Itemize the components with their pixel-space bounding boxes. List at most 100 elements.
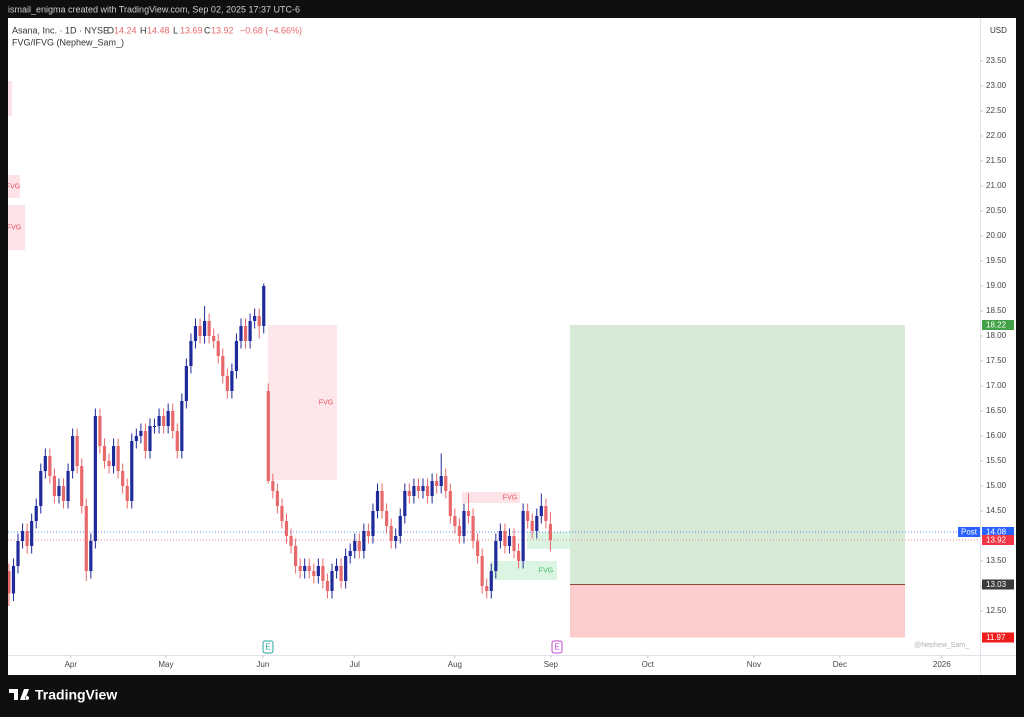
candle-body: [93, 416, 97, 541]
candle-body: [48, 456, 52, 476]
y-tick-label: 17.00: [986, 381, 1007, 390]
candle-body: [298, 566, 302, 571]
candle-body: [271, 481, 275, 491]
y-tick-label: 17.50: [986, 356, 1007, 365]
candle-body: [52, 476, 57, 496]
candle-body: [189, 341, 193, 366]
candle-body: [544, 506, 548, 521]
candle-body: [61, 486, 66, 501]
candle-body: [25, 531, 29, 546]
y-tick-label: 20.00: [986, 231, 1007, 240]
candle-body: [480, 556, 484, 586]
candle-body: [266, 391, 270, 481]
candle-body: [312, 571, 316, 576]
candle-body: [89, 541, 93, 571]
candle-body: [80, 466, 84, 506]
candle-body: [71, 436, 75, 471]
fvg-label: FVG: [503, 494, 517, 501]
earnings-label: E: [554, 643, 559, 652]
x-tick-label: May: [158, 660, 173, 669]
candle-body: [530, 521, 534, 531]
x-tick-label: 2026: [933, 660, 951, 669]
last-price-tag-label: 13.92: [986, 536, 1007, 545]
candle-body: [175, 431, 179, 451]
candle-body: [243, 326, 248, 341]
candle-body: [489, 571, 493, 591]
axes: 12.5013.0013.5014.0014.5015.0015.5016.00…: [65, 56, 1014, 669]
post-badge-label: Post: [961, 528, 978, 537]
entry-tag: [982, 579, 1014, 590]
candle-body: [539, 506, 543, 516]
y-tick-label: 14.50: [986, 506, 1007, 515]
candle-body: [398, 516, 402, 536]
candle-body: [466, 511, 471, 516]
candle-body: [234, 341, 239, 371]
currency: USD: [990, 26, 1007, 35]
candle-body: [275, 491, 279, 506]
candle-body: [125, 486, 129, 501]
post-tag: [982, 527, 1014, 537]
candle-body: [30, 521, 34, 546]
candle-body: [284, 521, 289, 536]
candle-body: [171, 411, 175, 431]
candle-body: [289, 536, 293, 546]
fvg-label: FVG: [7, 224, 21, 231]
candle-body: [307, 566, 311, 571]
x-tick-label: Apr: [65, 660, 78, 669]
loss-zone: [570, 584, 905, 638]
candle-body: [184, 366, 188, 401]
candle-body: [130, 441, 134, 501]
fvg-box: [8, 81, 12, 116]
candle-body: [143, 431, 148, 451]
ohlc-key: C: [204, 25, 211, 35]
earnings-badge: [551, 640, 563, 654]
candle-body: [166, 411, 170, 426]
plot: FVGFVGFVGFVGFVGFVG: [7, 81, 980, 638]
candle-body: [43, 456, 47, 471]
candle-body: [521, 511, 525, 561]
candle-body: [257, 316, 261, 326]
candle-body: [316, 566, 320, 576]
candle-body: [471, 516, 475, 541]
candle-body: [116, 446, 120, 471]
candle-body: [148, 426, 152, 451]
earnings-badge: [262, 640, 274, 654]
y-tick-label: 22.00: [986, 131, 1007, 140]
candle-body: [535, 516, 539, 531]
candle-body: [157, 416, 161, 426]
candle-body: [439, 476, 443, 486]
candle-body: [425, 486, 430, 496]
x-tick-label: Sep: [544, 660, 559, 669]
candle-body: [507, 536, 512, 546]
y-tick-label: 16.50: [986, 406, 1007, 415]
y-tick-label: 16.00: [986, 431, 1007, 440]
candle-body: [380, 491, 384, 511]
candle-body: [193, 326, 198, 341]
candle-body: [202, 321, 207, 336]
ohlc-value: 13.69: [180, 25, 203, 35]
y-tick-label: 18.00: [986, 331, 1007, 340]
target-tag: [982, 320, 1014, 330]
candle-body: [435, 481, 439, 486]
candle-body: [421, 486, 425, 491]
candle-body: [362, 531, 366, 551]
fvg-label: FVG: [539, 567, 553, 574]
fvg-label: FVG: [319, 399, 333, 406]
candle-body: [348, 551, 352, 556]
x-tick-label: Aug: [448, 660, 462, 669]
y-tick-label: 22.50: [986, 106, 1007, 115]
candle-body: [430, 481, 434, 496]
indicator-name: FVG/IFVG (Nephew_Sam_): [12, 37, 124, 47]
candle-body: [221, 356, 225, 376]
candle-body: [366, 531, 371, 536]
logo-icon: [9, 689, 30, 700]
y-tick-label: 23.00: [986, 81, 1007, 90]
candle-body: [20, 531, 25, 541]
candle-body: [385, 511, 389, 526]
candle-body: [344, 556, 348, 581]
candle-body: [548, 524, 553, 540]
candle-body: [334, 566, 339, 571]
candle-body: [212, 336, 216, 341]
candle-body: [339, 566, 343, 581]
